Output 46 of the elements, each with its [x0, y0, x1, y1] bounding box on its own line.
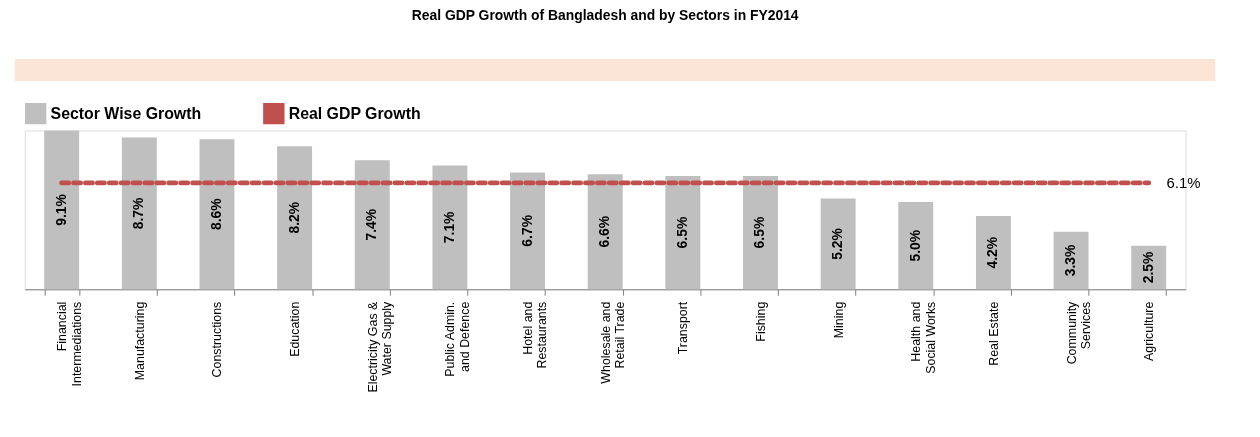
data-label: 5.2% — [829, 228, 846, 260]
bar — [510, 172, 546, 290]
bar — [820, 198, 856, 290]
x-tick-label: Agriculture — [1142, 301, 1157, 361]
data-label: 7.4% — [363, 208, 380, 241]
bar — [277, 146, 313, 290]
x-tick-label: Transport — [676, 301, 691, 355]
data-label: 9.1% — [52, 194, 69, 226]
x-tick-label: Fishing — [753, 301, 768, 342]
data-label: 5.0% — [906, 229, 923, 262]
x-tick-label: Real Estate — [986, 301, 1001, 366]
data-label: 6.5% — [751, 216, 768, 249]
data-label: 6.7% — [518, 215, 535, 247]
bar — [743, 175, 778, 290]
bar — [199, 139, 235, 290]
x-tick-label: Education — [288, 301, 303, 357]
x-tick-label: Constructions — [210, 301, 225, 378]
legend-label: Sector Wise Growth — [50, 104, 202, 122]
data-label: 4.2% — [984, 236, 1001, 269]
bar — [354, 160, 390, 290]
bar — [44, 130, 80, 290]
bar — [975, 216, 1011, 290]
data-label: 6.6% — [596, 215, 613, 248]
x-tick-label: Electricity Gas & Water Supply — [365, 300, 395, 393]
data-label: 3.3% — [1062, 244, 1079, 277]
data-label: 8.7% — [130, 197, 147, 230]
x-tick-label: Wholesale and Retail Trade — [598, 301, 628, 384]
data-label: 2.5% — [1139, 251, 1156, 284]
x-tick-label: Mining — [831, 301, 846, 339]
x-tick-label: Health and Social Works — [909, 301, 938, 374]
bar — [665, 175, 701, 290]
bar — [432, 165, 468, 290]
bar — [121, 137, 157, 290]
x-tick-label: Financial Intermediations — [55, 301, 84, 387]
bar — [898, 202, 934, 290]
chart-title: Real GDP Growth of Bangladesh and by Sectors in FY2014 — [411, 7, 799, 24]
data-label: 7.1% — [440, 211, 457, 244]
data-label: 6.5% — [673, 216, 690, 249]
data-label: 8.2% — [285, 201, 302, 234]
data-label: 6.1% — [1166, 174, 1201, 191]
data-label: 8.6% — [207, 198, 224, 231]
x-tick-label: Public Admin. and Defence — [443, 301, 472, 377]
bar — [587, 174, 623, 290]
x-tick-label: Manufacturing — [132, 301, 147, 381]
legend-label: Real GDP Growth — [288, 104, 421, 122]
x-tick-label: Community Services — [1064, 300, 1093, 365]
